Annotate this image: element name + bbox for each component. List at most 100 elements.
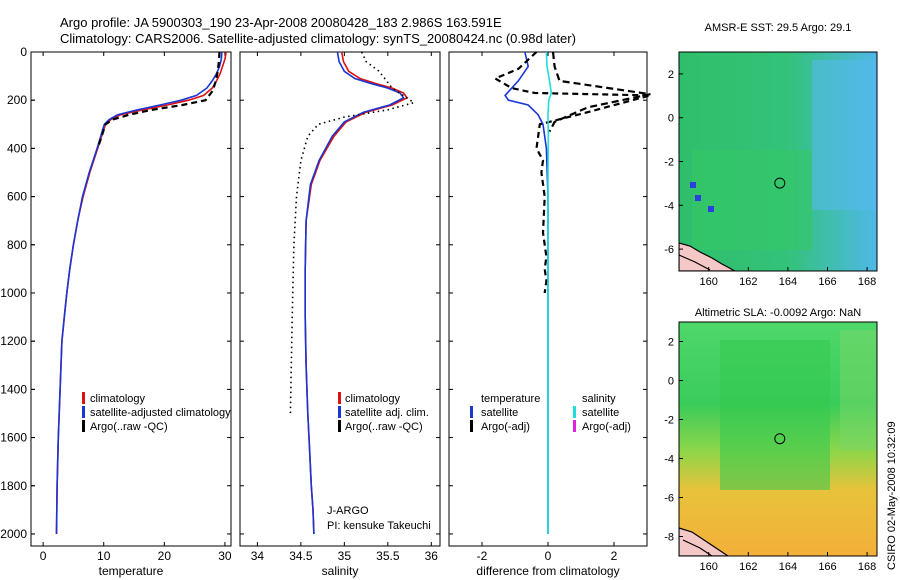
series-line bbox=[289, 51, 416, 414]
map-y-tick-label: -4 bbox=[664, 454, 674, 466]
map-x-tick-label: 166 bbox=[818, 276, 836, 288]
creation-stamp: CSIRO 02-May-2008 10:32:09 bbox=[886, 421, 898, 570]
legend-label-satellite-adjusted: satellite-adjusted climatology bbox=[90, 407, 231, 419]
sla-map-image bbox=[679, 322, 877, 556]
x-tick-label: -2 bbox=[477, 549, 488, 563]
salinity-xlabel: salinity bbox=[322, 564, 359, 578]
depth-tick-label: 1800 bbox=[0, 479, 27, 493]
series-line bbox=[304, 51, 405, 535]
map-y-tick-label: -6 bbox=[664, 244, 674, 256]
sst-missing-pixel bbox=[708, 206, 714, 212]
map-x-tick-label: 162 bbox=[739, 561, 757, 573]
figure-title-line1: Argo profile: JA 5900303_190 23-Apr-2008… bbox=[60, 15, 502, 30]
legend-label-argo: Argo(..raw -QC) bbox=[90, 421, 168, 433]
depth-tick-label: 1600 bbox=[0, 431, 27, 445]
legend-swatch-temp-argo bbox=[470, 420, 473, 432]
depth-tick-label: 1200 bbox=[0, 334, 27, 348]
sst-float-marker bbox=[774, 177, 786, 189]
map-y-tick-label: -2 bbox=[664, 415, 674, 427]
x-tick-label: 10 bbox=[97, 549, 111, 563]
sla-coastline bbox=[679, 527, 730, 556]
x-tick-label: 36 bbox=[425, 549, 439, 563]
depth-tick-label: 600 bbox=[7, 190, 27, 204]
sla-edge-region bbox=[840, 330, 877, 450]
legend-label-satellite-adj: satellite adj. clim. bbox=[345, 407, 429, 419]
depth-tick-label: 2000 bbox=[0, 527, 27, 541]
map-y-tick-label: -2 bbox=[664, 157, 674, 169]
x-tick-label: 35 bbox=[338, 549, 352, 563]
map-y-tick-label: 2 bbox=[668, 69, 674, 81]
sst-map-image bbox=[679, 52, 877, 271]
principal-investigator-label: PI: kensuke Takeuchi bbox=[327, 520, 431, 532]
temperature-axis: 0 10 20 30 bbox=[31, 51, 232, 563]
sst-missing-pixel bbox=[690, 182, 696, 188]
legend-swatch-satellite-adjusted bbox=[82, 406, 85, 418]
legend-swatch-sal-satellite bbox=[573, 406, 576, 418]
series-line bbox=[55, 51, 223, 535]
legend-swatch-argo bbox=[338, 420, 341, 432]
series-line bbox=[96, 51, 221, 149]
depth-tick-label: 0 bbox=[20, 45, 27, 59]
difference-xlabel: difference from climatology bbox=[476, 564, 619, 578]
legend-swatch-temp-satellite bbox=[470, 406, 473, 418]
x-tick-label: 34.5 bbox=[289, 549, 313, 563]
legend-swatch-sal-argo bbox=[573, 420, 576, 432]
legend-swatch-climatology bbox=[82, 392, 85, 404]
temperature-plot-frame bbox=[30, 51, 232, 547]
sla-high-region bbox=[720, 340, 830, 490]
map-x-tick-label: 168 bbox=[858, 561, 876, 573]
map-x-tick-label: 164 bbox=[779, 561, 797, 573]
depth-axis-ticks: 0 200 400 600 800 1000 1200 1400 1600 1800 2000 bbox=[0, 45, 35, 541]
legend-label-sal-satellite: satellite bbox=[582, 407, 619, 419]
sst-coastline bbox=[679, 254, 711, 271]
depth-tick-label: 1000 bbox=[0, 286, 27, 300]
map-x-tick-label: 166 bbox=[818, 561, 836, 573]
legend-label-temp-satellite: satellite bbox=[481, 407, 518, 419]
salinity-axis: 34 34.5 35 35.5 36 bbox=[240, 51, 440, 563]
difference-series bbox=[492, 51, 651, 534]
map-x-tick-label: 168 bbox=[858, 276, 876, 288]
sst-warm-region bbox=[692, 150, 812, 250]
sst-cool-region bbox=[812, 60, 877, 210]
legend-label-argo: Argo(..raw -QC) bbox=[345, 421, 423, 433]
map-y-tick-label: -4 bbox=[664, 200, 674, 212]
difference-legend: temperature salinity satellite Argo(-adj… bbox=[470, 393, 631, 433]
legend-label-sal-argo: Argo(-adj) bbox=[582, 421, 631, 433]
depth-tick-label: 800 bbox=[7, 238, 27, 252]
depth-tick-label: 200 bbox=[7, 93, 27, 107]
temperature-xlabel: temperature bbox=[99, 564, 164, 578]
map-x-tick-label: 164 bbox=[779, 276, 797, 288]
x-tick-label: 20 bbox=[158, 549, 172, 563]
series-line bbox=[545, 51, 553, 534]
sst-missing-pixel bbox=[695, 195, 701, 201]
map-y-tick-label: 0 bbox=[668, 113, 674, 125]
depth-tick-label: 1400 bbox=[0, 382, 27, 396]
salinity-plot-frame bbox=[239, 51, 441, 547]
legend-label-temp-argo: Argo(-adj) bbox=[481, 421, 530, 433]
salinity-series bbox=[289, 51, 416, 535]
temperature-legend: climatology satellite-adjusted climatolo… bbox=[82, 392, 231, 433]
series-line bbox=[492, 51, 651, 294]
legend-title-temperature: temperature bbox=[481, 393, 540, 405]
sla-map-axes: 160 162 164 166 168 2 0 -2 -4 -6 -8 bbox=[664, 337, 876, 574]
figure-title-line2: Climatology: CARS2006. Satellite-adjuste… bbox=[60, 31, 576, 46]
temperature-series bbox=[55, 51, 227, 535]
map-x-tick-label: 160 bbox=[700, 561, 718, 573]
float-program-label: J-ARGO bbox=[327, 505, 369, 517]
map-y-tick-label: -6 bbox=[664, 493, 674, 505]
sla-map-frame bbox=[678, 321, 878, 557]
sst-map-title: AMSR-E SST: 29.5 Argo: 29.1 bbox=[705, 22, 852, 34]
depth-tick-label: 400 bbox=[7, 141, 27, 155]
x-tick-label: 2 bbox=[611, 549, 618, 563]
map-y-tick-label: -8 bbox=[664, 532, 674, 544]
difference-axis: -2 0 2 bbox=[449, 51, 647, 563]
legend-swatch-climatology bbox=[338, 392, 341, 404]
x-tick-label: 30 bbox=[218, 549, 232, 563]
sla-map-title: Altimetric SLA: -0.0092 Argo: NaN bbox=[695, 307, 861, 319]
sst-coastline bbox=[679, 242, 736, 271]
legend-swatch-argo bbox=[82, 420, 85, 432]
legend-label-climatology: climatology bbox=[90, 393, 146, 405]
legend-title-salinity: salinity bbox=[582, 393, 616, 405]
x-tick-label: 34 bbox=[251, 549, 265, 563]
